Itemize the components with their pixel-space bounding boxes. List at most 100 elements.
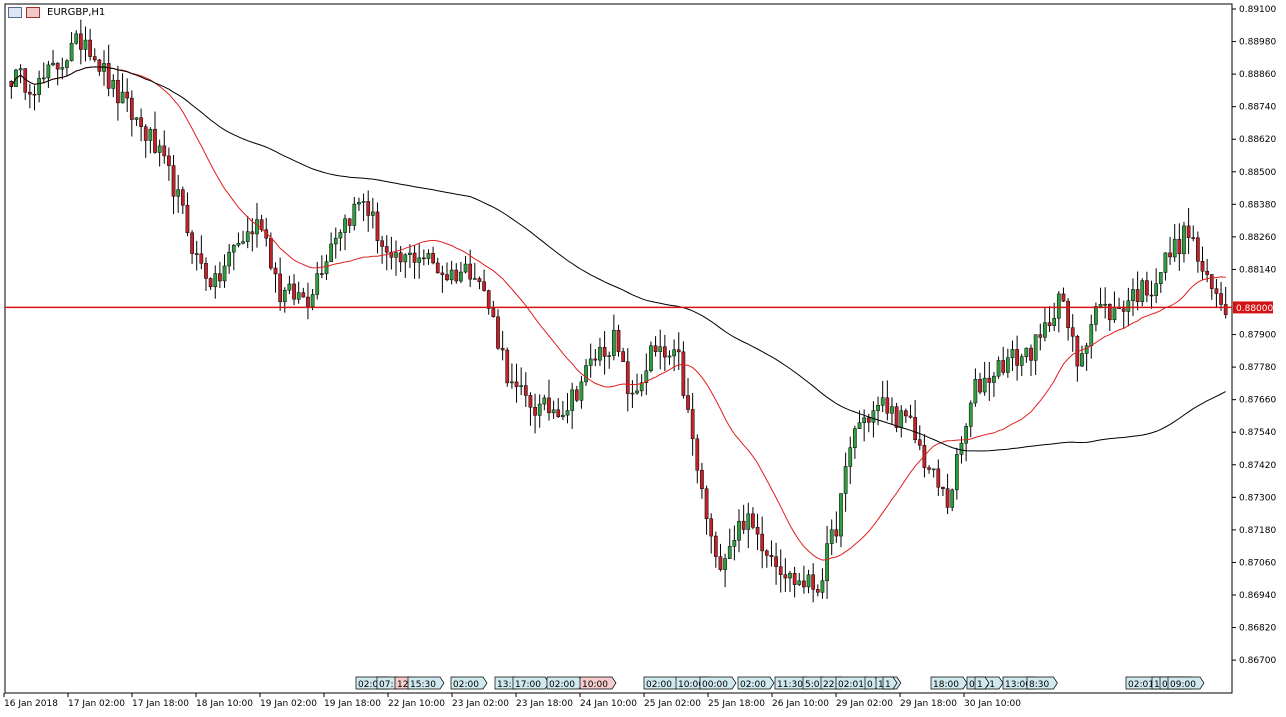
candle	[1209, 274, 1214, 300]
bear-candle-body	[686, 395, 690, 410]
candle	[1047, 306, 1052, 332]
event-marker[interactable]: 00:00	[699, 676, 737, 690]
bull-candle-body	[236, 242, 241, 246]
candle	[222, 254, 227, 288]
event-marker[interactable]: 02:00	[450, 676, 488, 690]
bull-candle-body	[579, 381, 584, 401]
bull-candle-body	[111, 79, 116, 89]
event-marker-tag[interactable]	[1167, 676, 1205, 690]
chart-window-icon[interactable]	[8, 7, 22, 18]
candle	[1158, 272, 1163, 293]
bear-candle-body	[792, 572, 797, 585]
bear-candle-body	[755, 527, 760, 535]
candle	[797, 572, 802, 587]
event-marker[interactable]: 02:00	[737, 676, 775, 690]
event-marker[interactable]: 18:00	[930, 676, 968, 690]
candle	[964, 423, 968, 462]
candle	[945, 473, 950, 515]
event-marker-tag[interactable]	[974, 676, 990, 690]
bull-candle-body	[1010, 349, 1015, 359]
candle	[1191, 225, 1196, 242]
bear-candle-body	[1200, 260, 1205, 272]
candle	[227, 243, 232, 274]
candle	[78, 19, 83, 65]
candle	[880, 381, 885, 413]
event-marker-tag[interactable]	[699, 676, 737, 690]
event-marker-tag[interactable]	[450, 676, 488, 690]
bear-candle-body	[945, 488, 950, 508]
bull-candle-body	[315, 273, 320, 295]
bear-candle-body	[412, 252, 417, 263]
candle	[292, 274, 296, 306]
candle	[241, 230, 245, 245]
candle	[908, 404, 913, 419]
x-tick-label: 17 Jan 02:00	[68, 699, 125, 709]
event-marker-label: 10:00	[678, 680, 704, 690]
symbol-properties-icon[interactable]	[26, 7, 40, 18]
y-tick-label: 0.88740	[1239, 103, 1276, 113]
bear-candle-body	[180, 189, 185, 206]
bear-candle-body	[556, 409, 561, 418]
x-tick-label: 18 Jan 10:00	[196, 699, 253, 709]
bull-candle-body	[1131, 289, 1135, 302]
event-marker-label: 15:30	[410, 680, 436, 690]
event-marker-tag[interactable]	[407, 676, 445, 690]
candle	[134, 117, 139, 126]
candle	[9, 80, 14, 99]
bear-candle-body	[384, 246, 389, 253]
candle	[306, 282, 310, 320]
event-marker[interactable]: 15:30	[407, 676, 445, 690]
event-marker[interactable]: 1	[882, 676, 898, 690]
bear-candle-body	[259, 219, 264, 230]
candle	[1223, 286, 1228, 319]
bear-candle-body	[1066, 300, 1070, 328]
event-marker[interactable]: 02:00	[643, 676, 681, 690]
bull-candle-body	[472, 278, 477, 280]
event-marker[interactable]: 10:00	[579, 676, 617, 690]
bull-candle-body	[352, 203, 357, 226]
bull-candle-body	[723, 558, 727, 570]
candle	[574, 385, 579, 403]
event-marker-tag[interactable]	[579, 676, 617, 690]
candle	[366, 190, 371, 232]
candle	[551, 400, 556, 419]
candle	[245, 216, 250, 249]
candle	[496, 309, 500, 350]
bull-candle-body	[746, 513, 751, 530]
event-marker[interactable]: 17:00	[512, 676, 550, 690]
bull-candle-body	[241, 241, 245, 244]
event-marker-tag[interactable]	[737, 676, 775, 690]
candle	[417, 243, 422, 279]
bull-candle-body	[820, 580, 825, 593]
candle	[1019, 353, 1024, 376]
event-marker-label: 0	[867, 680, 873, 690]
event-marker[interactable]: 09:00	[1167, 676, 1205, 690]
candle	[384, 235, 389, 271]
candle	[570, 382, 575, 429]
event-marker[interactable]: 8:30	[1026, 676, 1058, 690]
bull-candle-body	[1112, 307, 1117, 321]
bull-candle-body	[449, 269, 454, 281]
candle	[176, 174, 181, 213]
bear-candle-body	[1038, 334, 1043, 338]
candle	[602, 331, 607, 375]
bear-candle-body	[143, 126, 148, 141]
candle	[848, 436, 853, 485]
event-marker-tag[interactable]	[1026, 676, 1058, 690]
y-tick-label: 0.88860	[1239, 70, 1276, 80]
bear-candle-body	[445, 274, 449, 281]
bear-candle-body	[695, 438, 700, 471]
event-marker-tag[interactable]	[930, 676, 968, 690]
event-marker-tag[interactable]	[882, 676, 898, 690]
bear-candle-body	[301, 292, 306, 298]
candle	[486, 289, 491, 315]
candle	[333, 227, 338, 259]
bear-candle-body	[514, 381, 519, 387]
bear-candle-body	[1107, 303, 1112, 321]
event-marker[interactable]: 1	[974, 676, 990, 690]
event-marker[interactable]: 02:00	[546, 676, 584, 690]
bull-candle-body	[459, 271, 463, 282]
bear-candle-body	[106, 63, 111, 89]
